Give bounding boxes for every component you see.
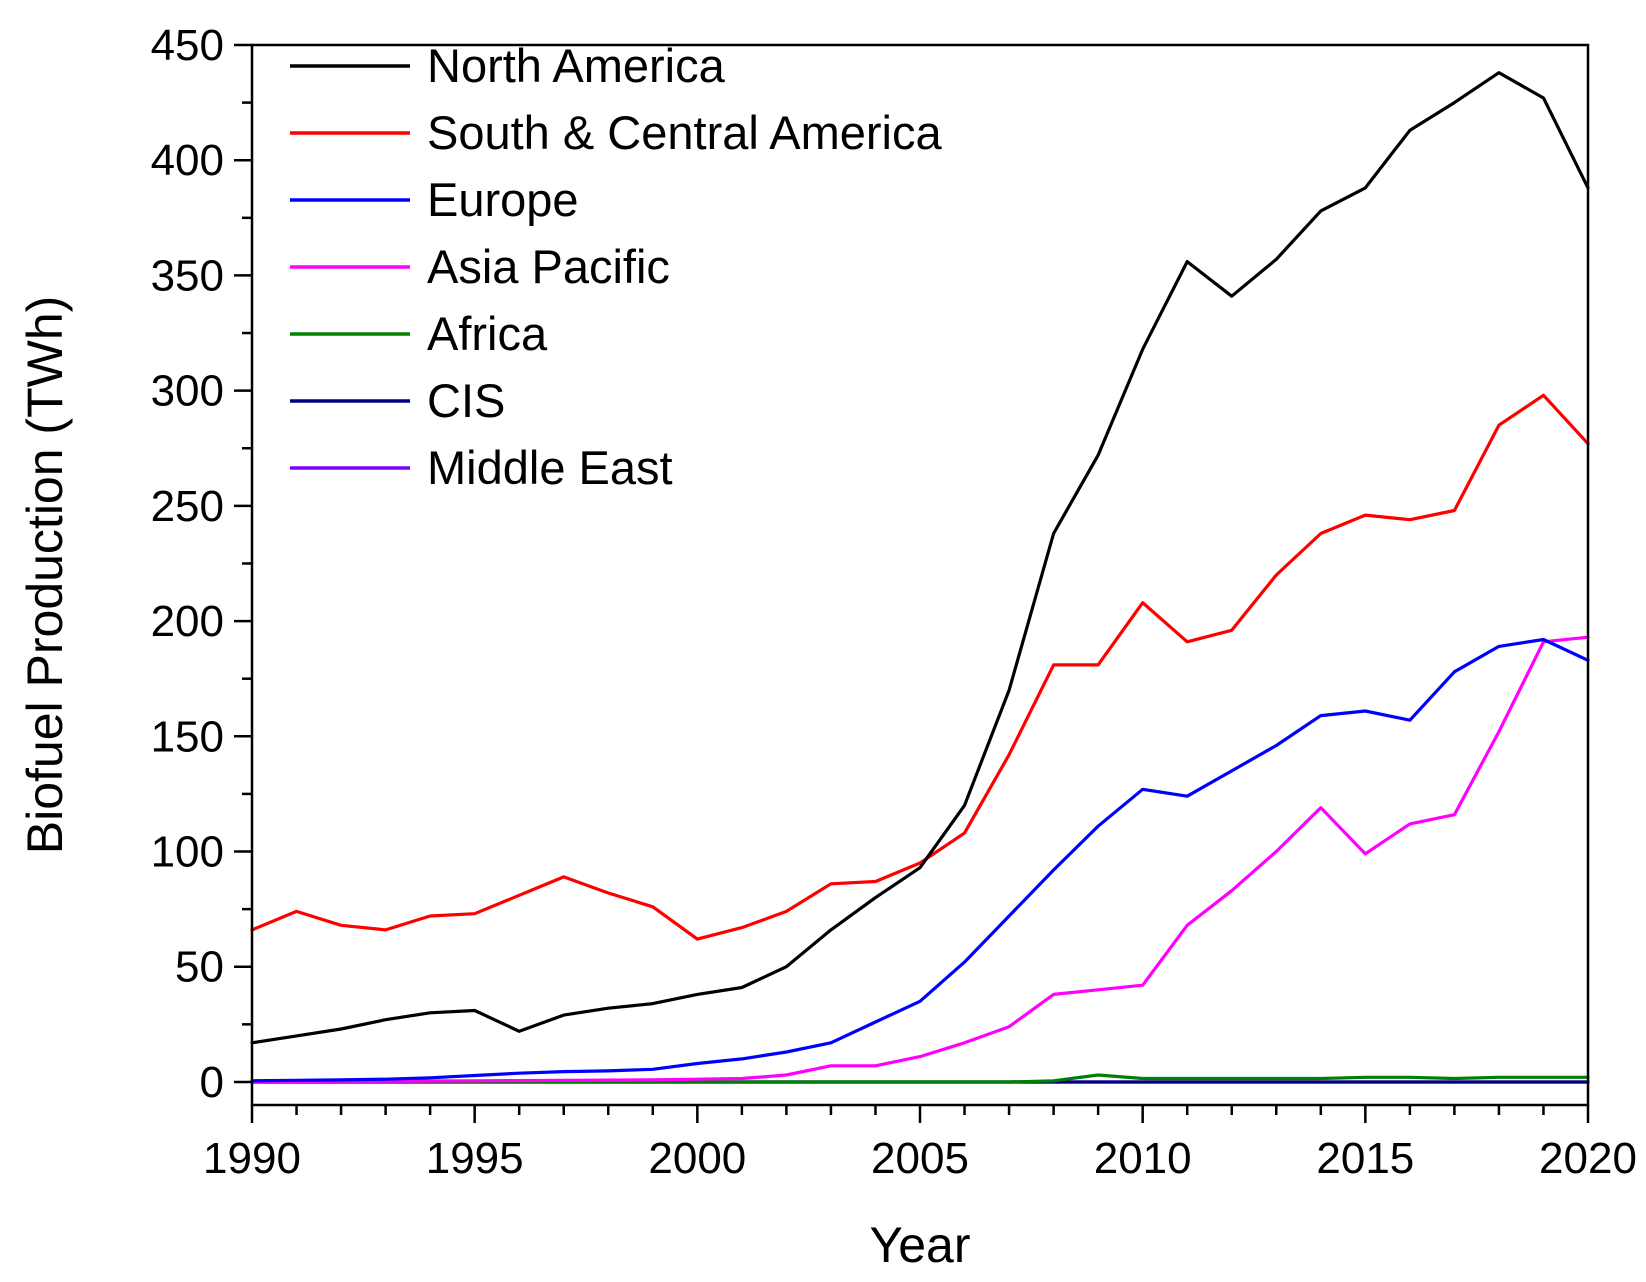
legend-label-middle-east: Middle East (427, 441, 673, 494)
y-tick-label: 150 (151, 712, 224, 761)
y-tick-label: 400 (151, 136, 224, 185)
x-tick-label: 2020 (1539, 1134, 1637, 1183)
y-tick-label: 0 (200, 1058, 224, 1107)
legend-label-north-america: North America (427, 39, 726, 92)
x-axis-title: Year (869, 1217, 970, 1273)
x-tick-label: 1990 (203, 1134, 301, 1183)
series-line-south-central-america (250, 393, 1590, 941)
x-tick-label: 2010 (1094, 1134, 1192, 1183)
x-tick-label: 1995 (426, 1134, 524, 1183)
axes-layer: 1990 1995 2000 2005 2010 2015 2020 0 50 100 150 200… (151, 21, 1637, 1183)
y-tick-label: 200 (151, 597, 224, 646)
series-line-north-america (250, 71, 1590, 1045)
legend: North America South & Central America Euro… (290, 39, 942, 494)
y-tick-label: 300 (151, 367, 224, 416)
series-layer (250, 71, 1590, 1084)
y-tick-label: 450 (151, 21, 224, 70)
legend-label-south-central-america: South & Central America (427, 106, 942, 159)
y-tick-label: 50 (175, 943, 224, 992)
x-tick-label: 2015 (1316, 1134, 1414, 1183)
legend-label-africa: Africa (427, 307, 548, 360)
y-tick-label: 100 (151, 828, 224, 877)
series-line-europe (250, 637, 1590, 1083)
x-tick-label: 2005 (871, 1134, 969, 1183)
legend-label-europe: Europe (427, 173, 579, 226)
legend-label-cis: CIS (427, 374, 505, 427)
legend-label-asia-pacific: Asia Pacific (427, 240, 670, 293)
x-tick-label: 2000 (648, 1134, 746, 1183)
series-line-asia-pacific (250, 635, 1590, 1084)
y-tick-label: 350 (151, 251, 224, 300)
y-tick-label: 250 (151, 482, 224, 531)
y-axis-title: Biofuel Production (TWh) (17, 296, 73, 855)
